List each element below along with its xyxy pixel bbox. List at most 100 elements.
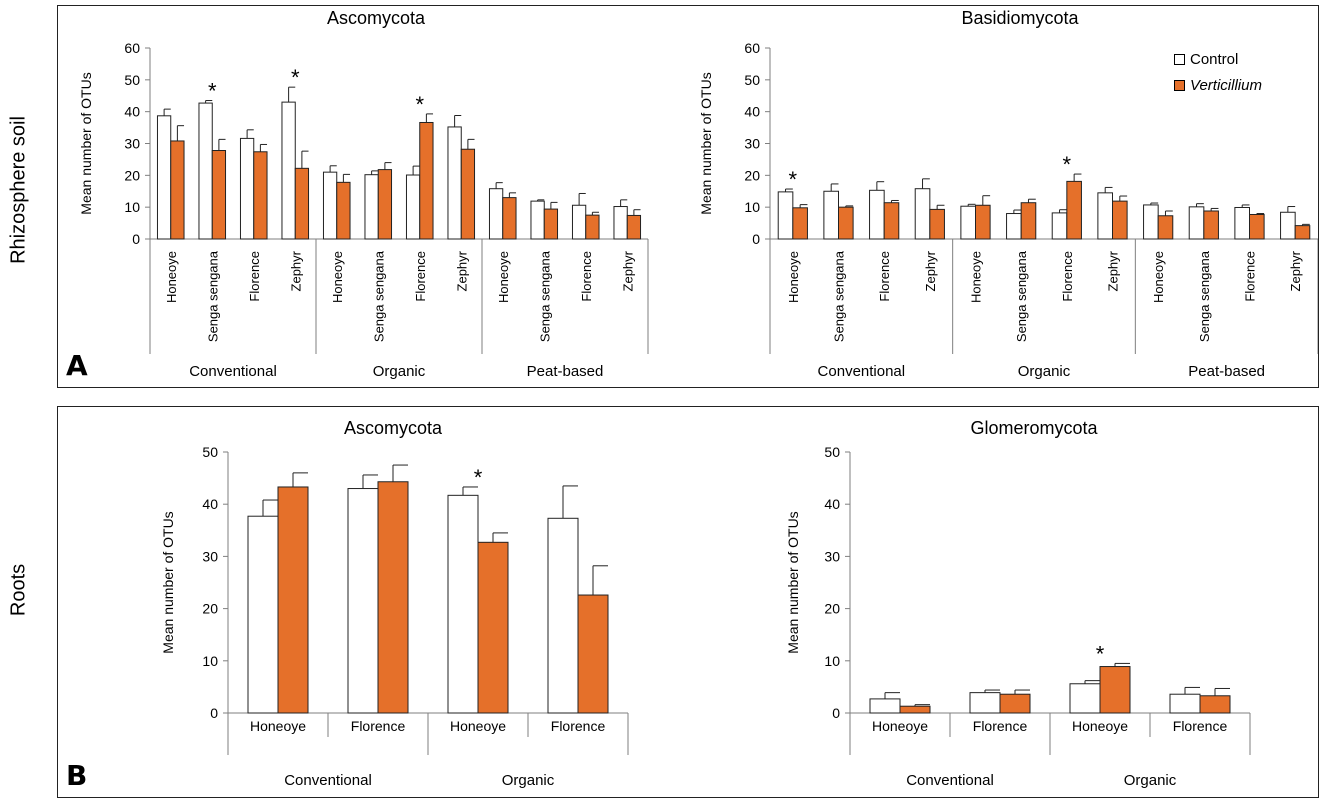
bar-control — [1234, 206, 1250, 240]
bar-verticillium — [792, 207, 808, 240]
row-label-roots: Roots — [7, 563, 30, 617]
y-tick-label: 50 — [124, 72, 140, 88]
panel-a: Ascomycota Mean number of OTUs 0 10 20 30 40 50… — [57, 5, 1319, 388]
bar-control — [156, 115, 172, 240]
bar-verticillium — [460, 148, 476, 240]
significance-star: * — [208, 79, 217, 104]
bar-control — [1188, 206, 1205, 240]
chart-title: Ascomycota — [344, 418, 443, 438]
bar-control — [1169, 693, 1201, 714]
bar-verticillium — [336, 181, 351, 240]
category-label: Honeoye — [164, 251, 179, 303]
y-tick-label: 40 — [744, 104, 760, 120]
y-tick-label: 50 — [202, 444, 218, 460]
y-tick-label: 40 — [824, 496, 840, 512]
group-label: Peat-based — [527, 363, 604, 380]
panel-b: Ascomycota Mean number of OTUs 0 10 20 30 40 50… — [57, 406, 1319, 798]
bar-verticillium — [1020, 202, 1037, 240]
bar-verticillium — [419, 121, 434, 240]
bar-verticillium — [1157, 215, 1174, 240]
bar-control — [1051, 212, 1068, 240]
y-tick-label: 60 — [124, 40, 140, 56]
category-label: Honeoye — [786, 251, 801, 303]
bar-verticillium — [1203, 210, 1219, 240]
category-label: Florence — [551, 718, 606, 734]
y-axis-label: Mean number of OTUs — [78, 72, 94, 214]
panel-letter-a: A — [66, 349, 88, 382]
bar-verticillium — [477, 541, 509, 714]
legend-swatch-control — [1174, 53, 1185, 65]
bar-verticillium — [1199, 695, 1231, 714]
category-label: Honeoye — [450, 718, 506, 734]
group-label: Peat-based — [1188, 363, 1265, 380]
bar-verticillium — [253, 151, 268, 240]
category-label: Zephyr — [923, 250, 938, 291]
chart-a-ascomycota: Ascomycota Mean number of OTUs 0 10 20 30 40 50… — [78, 8, 649, 380]
category-label: Florence — [877, 251, 892, 302]
bar-control — [869, 698, 901, 714]
bar-verticillium — [211, 150, 227, 240]
chart-title: Basidiomycota — [961, 8, 1079, 28]
bar-verticillium — [377, 481, 409, 714]
bar-control — [347, 488, 379, 714]
bar-control — [1069, 683, 1101, 714]
legend-label-verticillium: Verticillium — [1190, 76, 1262, 94]
legend-label-control: Control — [1190, 50, 1239, 68]
bar-verticillium — [1066, 180, 1082, 240]
y-tick-label: 40 — [202, 496, 218, 512]
row-label-rhizosphere: Rhizosphere soil — [7, 116, 30, 264]
bar-control — [869, 189, 885, 240]
significance-star: * — [1096, 641, 1105, 666]
group-label: Conventional — [818, 363, 906, 380]
y-axis-label: Mean number of OTUs — [785, 511, 801, 653]
bar-verticillium — [999, 693, 1031, 714]
bar-verticillium — [585, 214, 600, 240]
category-label: Florence — [579, 251, 594, 302]
chart-title: Ascomycota — [327, 8, 426, 28]
group-label: Organic — [502, 772, 555, 789]
chart-b-ascomycota: Ascomycota Mean number of OTUs 0 10 20 30 40 50… — [160, 418, 629, 789]
significance-star: * — [474, 465, 483, 490]
category-label: Senga sengana — [537, 250, 552, 342]
category-label: Honeoye — [1072, 718, 1128, 734]
category-label: Florence — [1173, 718, 1228, 734]
group-label: Organic — [373, 363, 426, 380]
bar-verticillium — [883, 202, 900, 240]
bar-control — [247, 515, 279, 714]
bar-verticillium — [929, 208, 945, 240]
bar-control — [613, 206, 628, 240]
category-label: Zephyr — [1288, 250, 1303, 291]
y-tick-label: 10 — [124, 199, 140, 215]
bar-verticillium — [838, 206, 854, 240]
y-tick-label: 0 — [132, 231, 140, 247]
bar-control — [823, 190, 840, 240]
category-label: Senga sengana — [832, 250, 847, 342]
y-tick-label: 20 — [824, 601, 840, 617]
chart-title: Glomeromycota — [970, 418, 1098, 438]
bar-control — [364, 174, 379, 240]
bar-control — [960, 205, 976, 240]
category-label: Senga sengana — [205, 250, 220, 342]
bar-control — [969, 692, 1001, 714]
bar-verticillium — [277, 486, 309, 714]
y-tick-label: 50 — [744, 72, 760, 88]
bar-control — [1097, 192, 1113, 240]
bar-verticillium — [577, 594, 609, 714]
y-tick-label: 10 — [824, 653, 840, 669]
group-label: Conventional — [189, 363, 277, 380]
significance-star: * — [789, 167, 798, 192]
category-label: Honeoye — [872, 718, 928, 734]
panel-letter-b: B — [66, 759, 88, 792]
legend-item-control: Control — [1174, 46, 1262, 72]
bar-control — [322, 171, 338, 240]
bar-verticillium — [294, 167, 310, 240]
legend-swatch-verticillium — [1174, 79, 1185, 91]
significance-star: * — [291, 65, 300, 90]
bar-verticillium — [502, 197, 517, 240]
category-label: Honeoye — [1151, 251, 1166, 303]
bar-control — [239, 137, 255, 240]
chart-b-glomeromycota: Glomeromycota Mean number of OTUs 0 10 20 30 4… — [785, 418, 1251, 789]
bar-verticillium — [1099, 666, 1131, 714]
group-label: Conventional — [284, 772, 372, 789]
y-tick-label: 40 — [124, 104, 140, 120]
